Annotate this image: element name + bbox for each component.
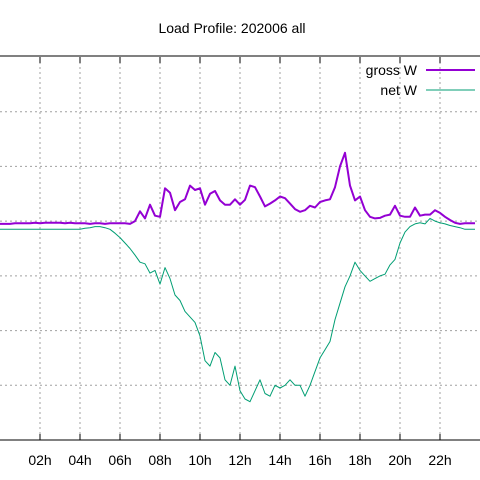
x-tick-label: 22h	[428, 452, 451, 468]
x-tick-label: 10h	[188, 452, 211, 468]
x-tick-label: 16h	[308, 452, 331, 468]
x-tick-label: 18h	[348, 452, 371, 468]
chart-title: Load Profile: 202006 all	[158, 20, 305, 36]
legend-label: net W	[380, 82, 417, 98]
x-axis: 02h 04h 06h 08h 10h 12h 14h 16h 18h 20h 22h	[28, 57, 452, 468]
x-tick-label: 08h	[148, 452, 171, 468]
x-tick-label: 02h	[28, 452, 51, 468]
x-tick-label: 20h	[388, 452, 411, 468]
series-layer	[0, 151, 475, 403]
plot-frame	[0, 55, 480, 441]
series-line-net	[0, 217, 475, 403]
x-tick-label: 12h	[228, 452, 251, 468]
x-tick-label: 06h	[108, 452, 131, 468]
series-line-gross	[0, 151, 475, 225]
legend: gross W net W	[366, 62, 475, 98]
grid	[0, 57, 480, 440]
legend-label: gross W	[366, 62, 418, 78]
x-tick-label: 04h	[68, 452, 91, 468]
x-tick-label: 14h	[268, 452, 291, 468]
